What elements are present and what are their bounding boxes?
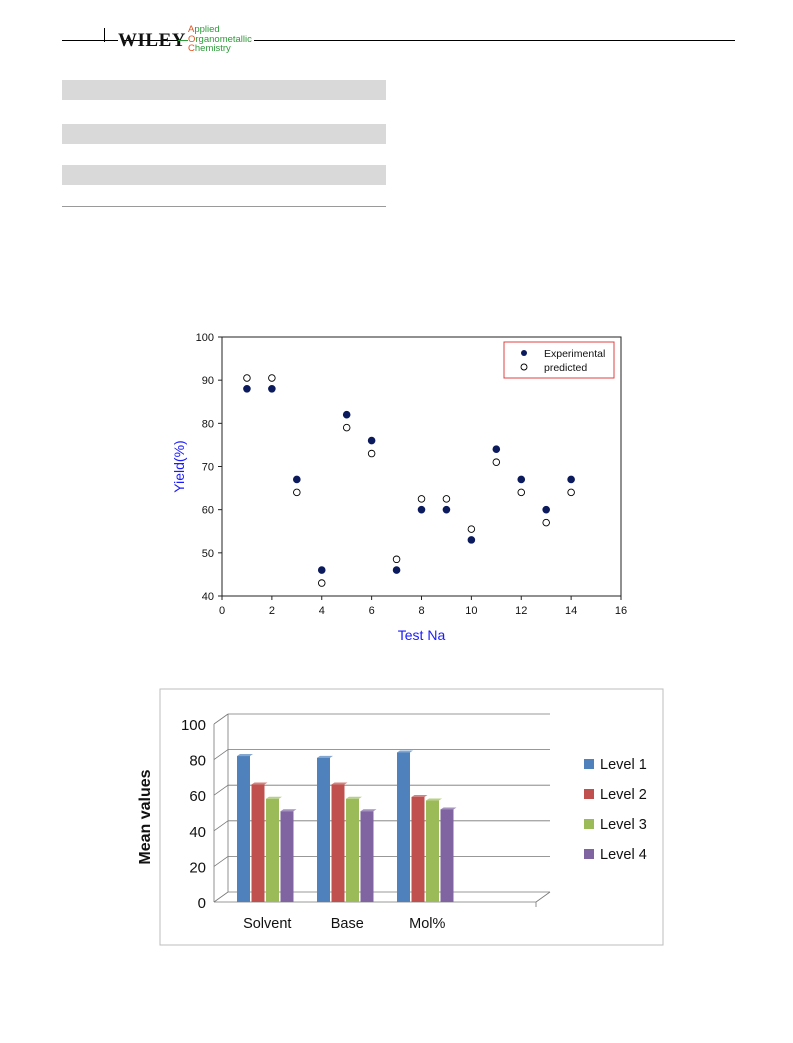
x-tick-label: 2 — [269, 605, 275, 617]
table-row-shaded — [62, 124, 386, 144]
data-point-predicted — [268, 374, 276, 382]
y-tick-label: 60 — [202, 505, 214, 517]
data-point-predicted — [492, 458, 501, 466]
x-tick-label: 12 — [515, 605, 527, 617]
data-point-predicted — [342, 423, 351, 432]
x-axis-label: Test Na — [398, 627, 446, 643]
data-point-experimental — [417, 505, 426, 514]
journal-line-3-rest: hemistry — [194, 43, 231, 54]
data-point-experimental — [467, 536, 476, 544]
data-point-experimental — [293, 475, 301, 484]
journal-name: Applied Organometallic Chemistry — [188, 25, 254, 54]
header-rule — [62, 40, 735, 41]
data-point-experimental — [517, 475, 526, 484]
data-point-predicted — [517, 488, 526, 497]
y-axis-label: Yield(%) — [171, 440, 187, 492]
scatter-legend — [503, 341, 615, 379]
logo-dash — [178, 40, 188, 41]
journal-line-3-initial: C — [188, 43, 195, 54]
table-row-shaded — [62, 165, 386, 185]
y-tick-label: 40 — [202, 591, 214, 603]
data-point-experimental — [243, 385, 251, 393]
x-tick-label: 14 — [565, 605, 577, 617]
data-point-experimental — [442, 505, 451, 514]
x-tick-label: 4 — [319, 605, 325, 617]
data-point-predicted — [542, 518, 550, 527]
legend-marker — [520, 363, 528, 371]
data-point-predicted — [367, 449, 376, 458]
journal-line-1-rest: pplied — [194, 24, 220, 35]
legend-label: predicted — [544, 362, 587, 374]
journal-line-2-initial: O — [188, 33, 196, 45]
y-tick-label: 80 — [202, 418, 214, 430]
data-point-predicted — [442, 495, 451, 503]
legend-marker — [521, 350, 527, 356]
data-point-experimental — [567, 475, 575, 484]
legend-label: Experimental — [544, 348, 605, 360]
table-row-shaded — [62, 80, 386, 100]
y-tick-label: 90 — [202, 375, 214, 387]
y-tick-label: 70 — [202, 462, 214, 474]
data-point-experimental — [268, 385, 276, 393]
x-tick-label: 8 — [418, 605, 424, 617]
data-point-predicted — [467, 525, 476, 533]
data-point-experimental — [492, 445, 501, 454]
data-point-experimental — [342, 410, 351, 419]
header-tick — [104, 28, 105, 42]
data-point-predicted — [417, 495, 426, 503]
data-point-predicted — [293, 488, 301, 497]
data-point-predicted — [567, 488, 575, 497]
journal-line-1-initial: A — [188, 24, 195, 35]
data-point-predicted — [318, 579, 326, 587]
publisher-name: WILEY — [118, 30, 186, 51]
data-point-predicted — [243, 374, 251, 382]
data-point-experimental — [542, 505, 550, 514]
journal-logo: WILEY Applied Organometallic Chemistry — [118, 25, 254, 54]
y-tick-label: 50 — [202, 548, 214, 560]
table-bottom-rule — [62, 206, 386, 207]
x-tick-label: 0 — [219, 605, 225, 617]
data-point-experimental — [392, 566, 401, 574]
x-tick-label: 16 — [615, 605, 627, 617]
journal-line-2-rest: rganometallic — [195, 33, 252, 45]
y-tick-label: 100 — [196, 332, 214, 344]
data-point-experimental — [317, 566, 326, 574]
data-point-experimental — [367, 436, 376, 445]
x-tick-label: 6 — [369, 605, 375, 617]
data-point-predicted — [392, 555, 401, 564]
x-tick-label: 10 — [465, 605, 477, 617]
